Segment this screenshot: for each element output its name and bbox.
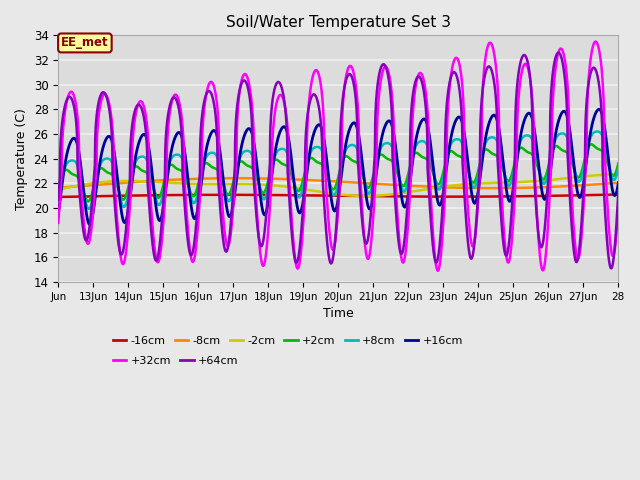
X-axis label: Time: Time — [323, 307, 354, 320]
Legend: +32cm, +64cm: +32cm, +64cm — [109, 351, 243, 371]
Title: Soil/Water Temperature Set 3: Soil/Water Temperature Set 3 — [226, 15, 451, 30]
Y-axis label: Temperature (C): Temperature (C) — [15, 108, 28, 210]
Text: EE_met: EE_met — [61, 36, 109, 49]
